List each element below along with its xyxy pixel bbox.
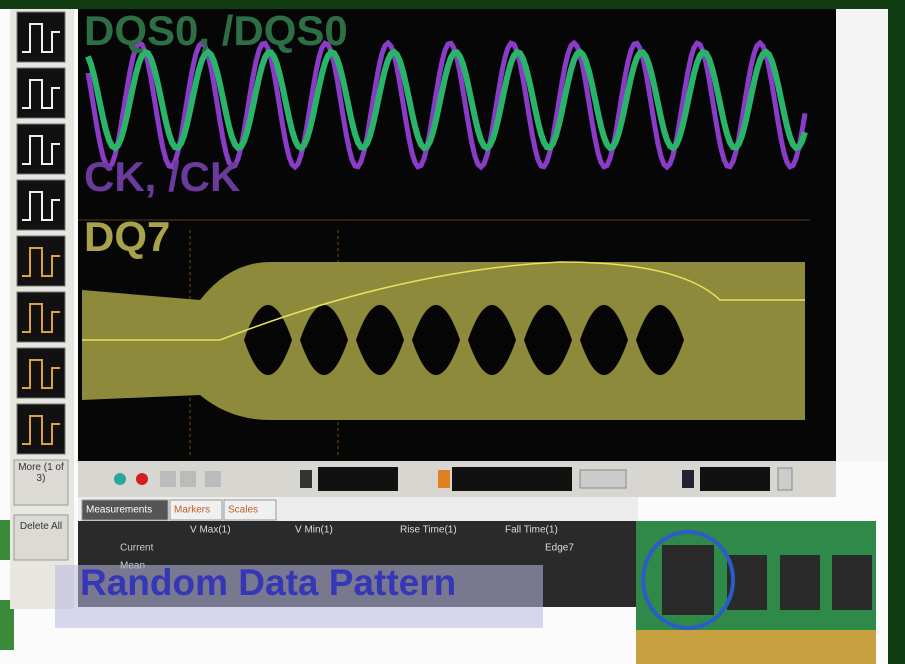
column-header: Rise Time(1) [400,525,457,536]
trace-label: CK, /CK [84,153,240,200]
column-header: V Max(1) [190,525,231,536]
chip [662,545,714,615]
screenshot: More (1 of 3) Delete All DQS0, /DQS0 CK,… [0,0,905,664]
more-label-box: More (1 of 3) [14,462,68,504]
tab-label: Scales [228,505,258,516]
row-label: Current [120,543,154,554]
more-label: More (1 of 3) [14,462,68,484]
stepper[interactable] [580,470,626,488]
field-tag [682,470,694,488]
tabs: Measurements Markers Scales [82,500,276,520]
source-label: Edge7 [545,543,574,554]
tool-button[interactable] [205,471,221,487]
screen-margin [836,9,888,461]
delete-label: Delete All [14,521,68,532]
column-header: Fall Time(1) [505,525,558,536]
stop-button[interactable] [136,473,148,485]
stepper[interactable] [778,468,792,490]
tool-button[interactable] [160,471,176,487]
trace-label: DQ7 [84,213,170,260]
input-field[interactable] [318,467,398,491]
module-contacts [636,630,876,664]
tab-label: Markers [174,505,210,516]
chip [780,555,820,610]
run-button[interactable] [114,473,126,485]
input-field[interactable] [452,467,572,491]
tool-button[interactable] [180,471,196,487]
column-header: V Min(1) [295,525,333,536]
input-field[interactable] [700,467,770,491]
caption: Random Data Pattern [80,562,456,603]
chip [832,555,872,610]
field-tag [300,470,312,488]
right-border [888,0,905,664]
delete-label-box: Delete All [14,521,68,559]
field-tag [438,470,450,488]
trace-label: DQS0, /DQS0 [84,7,348,54]
tab-label: Measurements [86,505,152,516]
